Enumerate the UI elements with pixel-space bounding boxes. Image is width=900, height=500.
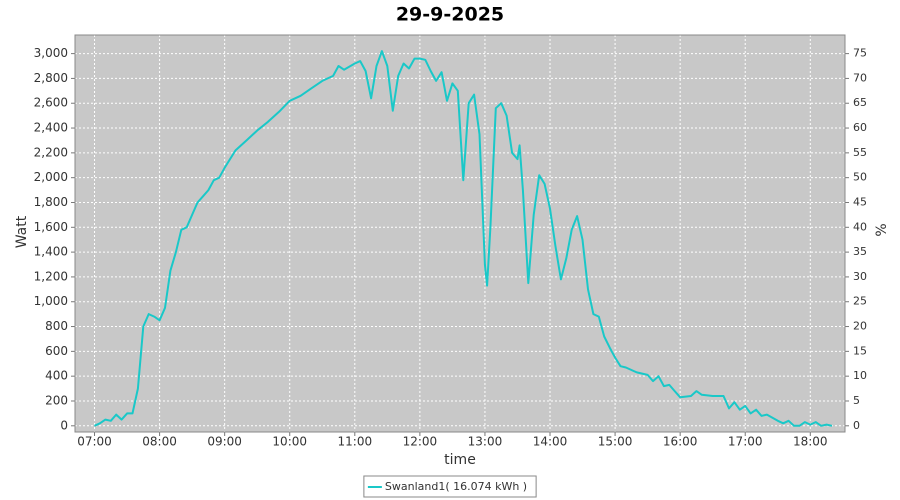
y-tick-label: 2,600 bbox=[34, 96, 68, 110]
y2-tick-label: 20 bbox=[853, 320, 867, 333]
y2-tick-label: 35 bbox=[853, 245, 867, 258]
y2-tick-label: 10 bbox=[853, 369, 867, 382]
x-tick-label: 09:00 bbox=[207, 435, 242, 449]
y2-tick-label: 40 bbox=[853, 220, 867, 233]
y-tick-label: 600 bbox=[45, 344, 68, 358]
y2-tick-label: 5 bbox=[853, 394, 860, 407]
y-tick-label: 1,400 bbox=[34, 245, 68, 259]
plot-area bbox=[75, 35, 845, 432]
chart-title: 29-9-2025 bbox=[396, 4, 504, 26]
plot-border bbox=[74, 34, 846, 433]
y2-tick-label: 15 bbox=[853, 344, 867, 357]
x-tick-label: 10:00 bbox=[272, 435, 307, 449]
y2-tick-label: 45 bbox=[853, 195, 867, 208]
x-tick-label: 18:00 bbox=[793, 435, 828, 449]
y-tick-label: 200 bbox=[45, 393, 68, 407]
y2-tick-label: 0 bbox=[853, 419, 860, 432]
x-tick-label: 13:00 bbox=[468, 435, 503, 449]
y-axis-title: Watt bbox=[14, 215, 30, 248]
y-tick-label: 2,800 bbox=[34, 71, 68, 85]
x-tick-label: 15:00 bbox=[598, 435, 633, 449]
y-tick-label: 0 bbox=[60, 418, 68, 432]
y2-tick-label: 65 bbox=[853, 96, 867, 109]
y2-tick-label: 50 bbox=[853, 171, 867, 184]
y-tick-label: 2,000 bbox=[34, 170, 68, 184]
legend-label: Swanland1( 16.074 kWh ) bbox=[385, 480, 527, 493]
x-tick-label: 11:00 bbox=[338, 435, 373, 449]
x-axis-title: time bbox=[444, 452, 476, 468]
y-tick-label: 2,400 bbox=[34, 121, 68, 135]
x-tick-label: 08:00 bbox=[142, 435, 177, 449]
y-tick-label: 3,000 bbox=[34, 46, 68, 60]
legend-box bbox=[363, 475, 537, 498]
y-tick-label: 800 bbox=[45, 319, 68, 333]
y-tick-label: 2,200 bbox=[34, 145, 68, 159]
y-tick-label: 1,600 bbox=[34, 220, 68, 234]
y2-axis-title: % bbox=[874, 223, 890, 236]
y2-tick-label: 30 bbox=[853, 270, 867, 283]
x-tick-label: 12:00 bbox=[403, 435, 438, 449]
y-tick-label: 1,800 bbox=[34, 195, 68, 209]
x-tick-label: 07:00 bbox=[77, 435, 112, 449]
y2-tick-label: 70 bbox=[853, 71, 867, 84]
y2-tick-label: 60 bbox=[853, 121, 867, 134]
y2-tick-label: 25 bbox=[853, 295, 867, 308]
legend: Swanland1( 16.074 kWh ) bbox=[363, 475, 537, 498]
y-tick-label: 1,000 bbox=[34, 294, 68, 308]
y2-tick-label: 75 bbox=[853, 47, 867, 60]
x-tick-label: 17:00 bbox=[728, 435, 763, 449]
x-tick-label: 14:00 bbox=[533, 435, 568, 449]
y-tick-label: 1,200 bbox=[34, 269, 68, 283]
x-tick-label: 16:00 bbox=[663, 435, 698, 449]
y-tick-label: 400 bbox=[45, 369, 68, 383]
series-line bbox=[94, 50, 833, 427]
y2-tick-label: 55 bbox=[853, 146, 867, 159]
